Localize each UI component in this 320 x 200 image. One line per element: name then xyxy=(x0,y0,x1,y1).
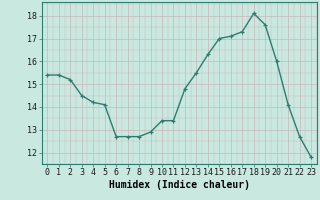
X-axis label: Humidex (Indice chaleur): Humidex (Indice chaleur) xyxy=(109,180,250,190)
